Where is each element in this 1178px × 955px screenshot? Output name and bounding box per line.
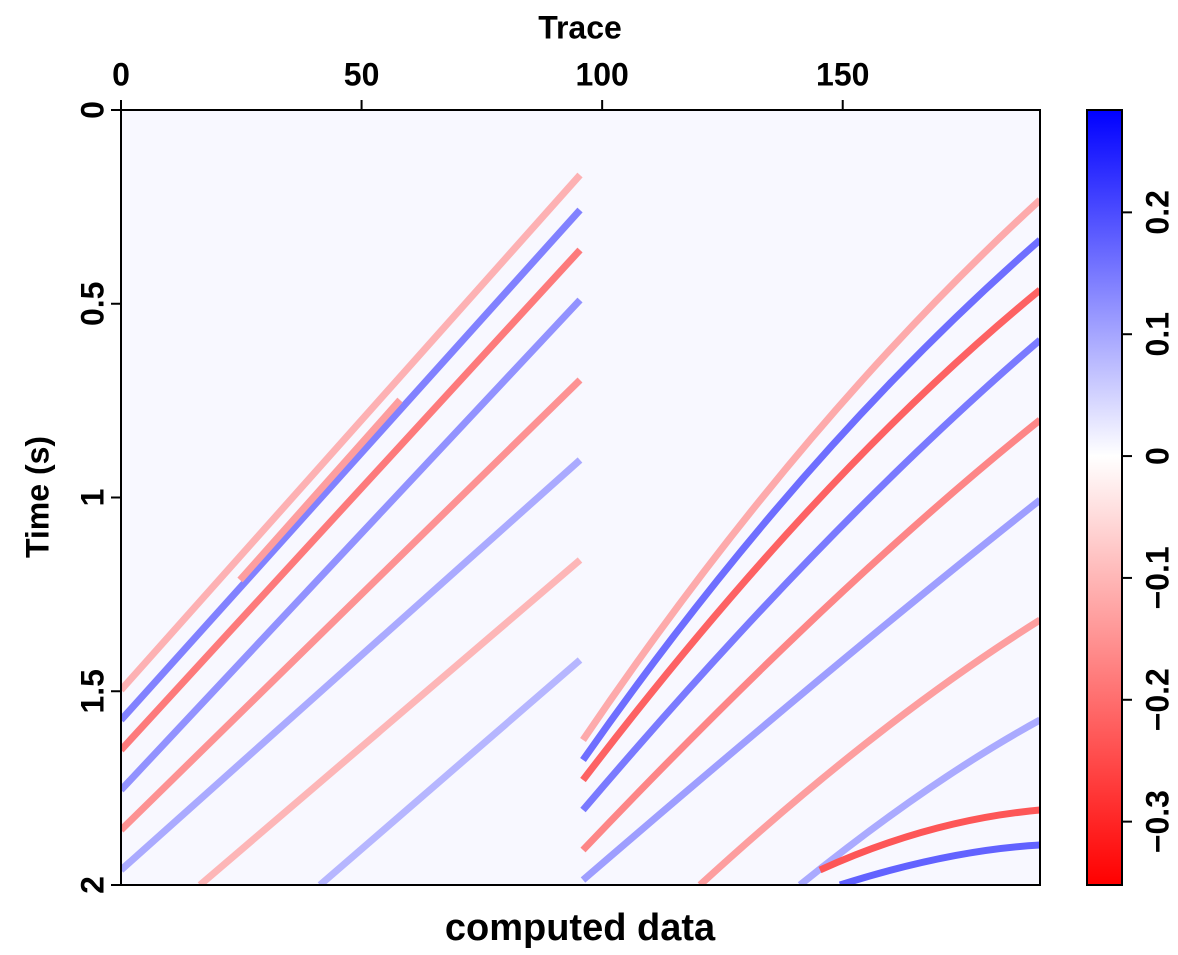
colorbar-tick-label: 0.1 xyxy=(1139,312,1175,356)
y-tick-label: 0.5 xyxy=(74,282,110,326)
x-tick-label: 0 xyxy=(112,56,130,92)
y-axis-label: Time (s) xyxy=(19,436,55,558)
colorbar-tick-label: −0.1 xyxy=(1139,546,1175,609)
x-tick-label: 150 xyxy=(816,56,869,92)
y-tick-label: 2 xyxy=(74,876,110,894)
y-tick-label: 0 xyxy=(74,101,110,119)
y-tick-label: 1.5 xyxy=(74,669,110,713)
x-tick-label: 100 xyxy=(575,56,628,92)
colorbar-tick-label: 0 xyxy=(1139,447,1175,465)
colorbar-tick-label: 0.2 xyxy=(1139,190,1175,234)
colorbar-tick-label: −0.2 xyxy=(1139,668,1175,731)
x-axis-label: computed data xyxy=(445,907,716,949)
chart-title: Trace xyxy=(538,9,622,45)
plot-background xyxy=(121,110,1040,885)
colorbar-tick-label: −0.3 xyxy=(1139,790,1175,853)
colorbar xyxy=(1086,109,1123,886)
x-tick-label: 50 xyxy=(344,56,380,92)
seismic-texture xyxy=(121,172,1040,885)
y-tick-label: 1 xyxy=(74,489,110,507)
